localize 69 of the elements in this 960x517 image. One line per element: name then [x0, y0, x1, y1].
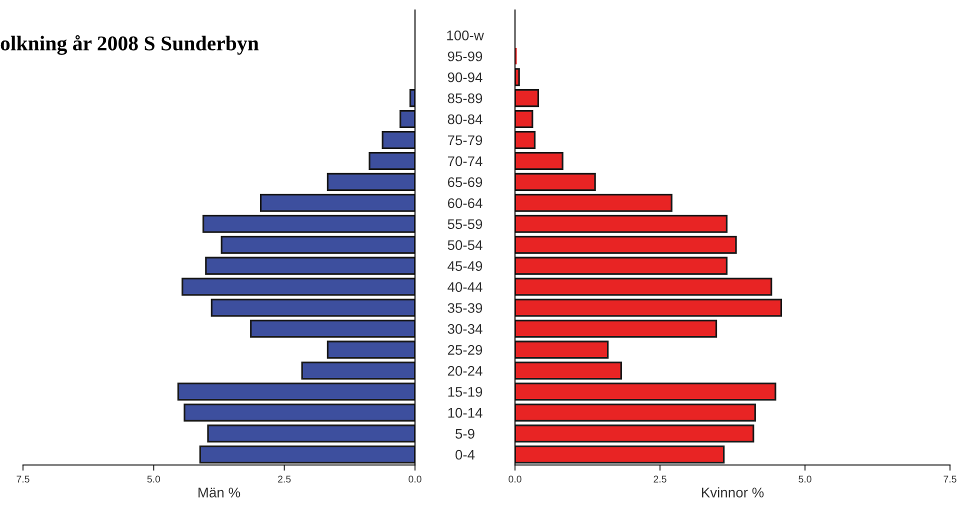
y-tick-label: 40-44	[448, 282, 482, 292]
y-tick-label: 30-34	[448, 324, 482, 334]
y-tick-label: 15-19	[448, 386, 482, 397]
bar	[199, 446, 415, 464]
bar	[202, 214, 415, 233]
bar	[250, 320, 415, 338]
y-tick-label: 0-4	[456, 450, 475, 460]
y-tick-label: 45-49	[448, 261, 482, 271]
y-tick-label: 10-14	[448, 408, 482, 418]
y-tick-label: 5-9	[456, 428, 474, 439]
bar	[515, 446, 725, 464]
x-tick-label: 7.5	[944, 476, 956, 483]
y-tick-label: 80-84	[448, 114, 482, 124]
x-tick-label: 5.0	[147, 476, 160, 483]
y-tick-label: 55-59	[448, 219, 482, 230]
bar	[210, 298, 415, 317]
bar	[382, 130, 415, 150]
bar	[515, 340, 609, 359]
bar	[515, 382, 776, 401]
bar	[326, 172, 415, 191]
text: olkning år 2008 S Sunderbyn	[0, 35, 259, 55]
y-tick-label: 90-94	[448, 72, 482, 82]
bar	[515, 214, 728, 233]
bar	[515, 172, 596, 191]
x-axis-title: Män %	[198, 488, 240, 498]
y-tick-label: 20-24	[448, 366, 482, 376]
bar	[368, 152, 415, 170]
bar	[515, 320, 718, 338]
bar	[515, 194, 672, 212]
bar	[182, 278, 415, 296]
bar	[515, 298, 782, 317]
bar	[515, 404, 756, 422]
y-tick-label: 70-74	[448, 156, 482, 166]
y-tick-label: 100-w	[447, 30, 484, 40]
x-tick-label: 5.0	[798, 476, 812, 483]
bar	[400, 110, 415, 128]
bar	[184, 404, 415, 422]
bar	[515, 89, 540, 108]
bar	[515, 130, 536, 150]
y-tick-label: 35-39	[448, 303, 482, 313]
bar	[515, 110, 534, 128]
bar	[515, 362, 622, 380]
y-tick-label: 65-69	[448, 177, 482, 188]
bar	[260, 194, 415, 212]
y-tick-label: 50-54	[448, 240, 482, 250]
bar	[177, 382, 415, 401]
bar	[515, 256, 728, 275]
bar	[301, 362, 415, 380]
x-tick-label: 0.0	[408, 476, 422, 483]
y-tick-label: 85-89	[448, 93, 482, 104]
y-tick-label: 25-29	[448, 345, 482, 355]
x-tick-label: 2.5	[654, 476, 666, 483]
bar	[205, 256, 415, 275]
x-tick-label: 2.5	[278, 476, 291, 483]
x-axis-title: Kvinnor %	[702, 487, 764, 498]
bar	[515, 236, 737, 254]
bar	[220, 236, 415, 254]
bar	[207, 424, 415, 443]
bar	[515, 424, 754, 443]
bar	[515, 152, 564, 170]
bar	[409, 89, 415, 108]
y-tick-label: 95-99	[448, 51, 482, 62]
x-tick-label: 7.5	[16, 476, 30, 483]
bar	[326, 340, 415, 359]
bar	[515, 68, 520, 86]
y-tick-label: 75-79	[448, 135, 482, 146]
x-tick-label: 0.0	[508, 476, 522, 483]
bar	[515, 278, 772, 296]
y-tick-label: 60-64	[448, 198, 482, 208]
